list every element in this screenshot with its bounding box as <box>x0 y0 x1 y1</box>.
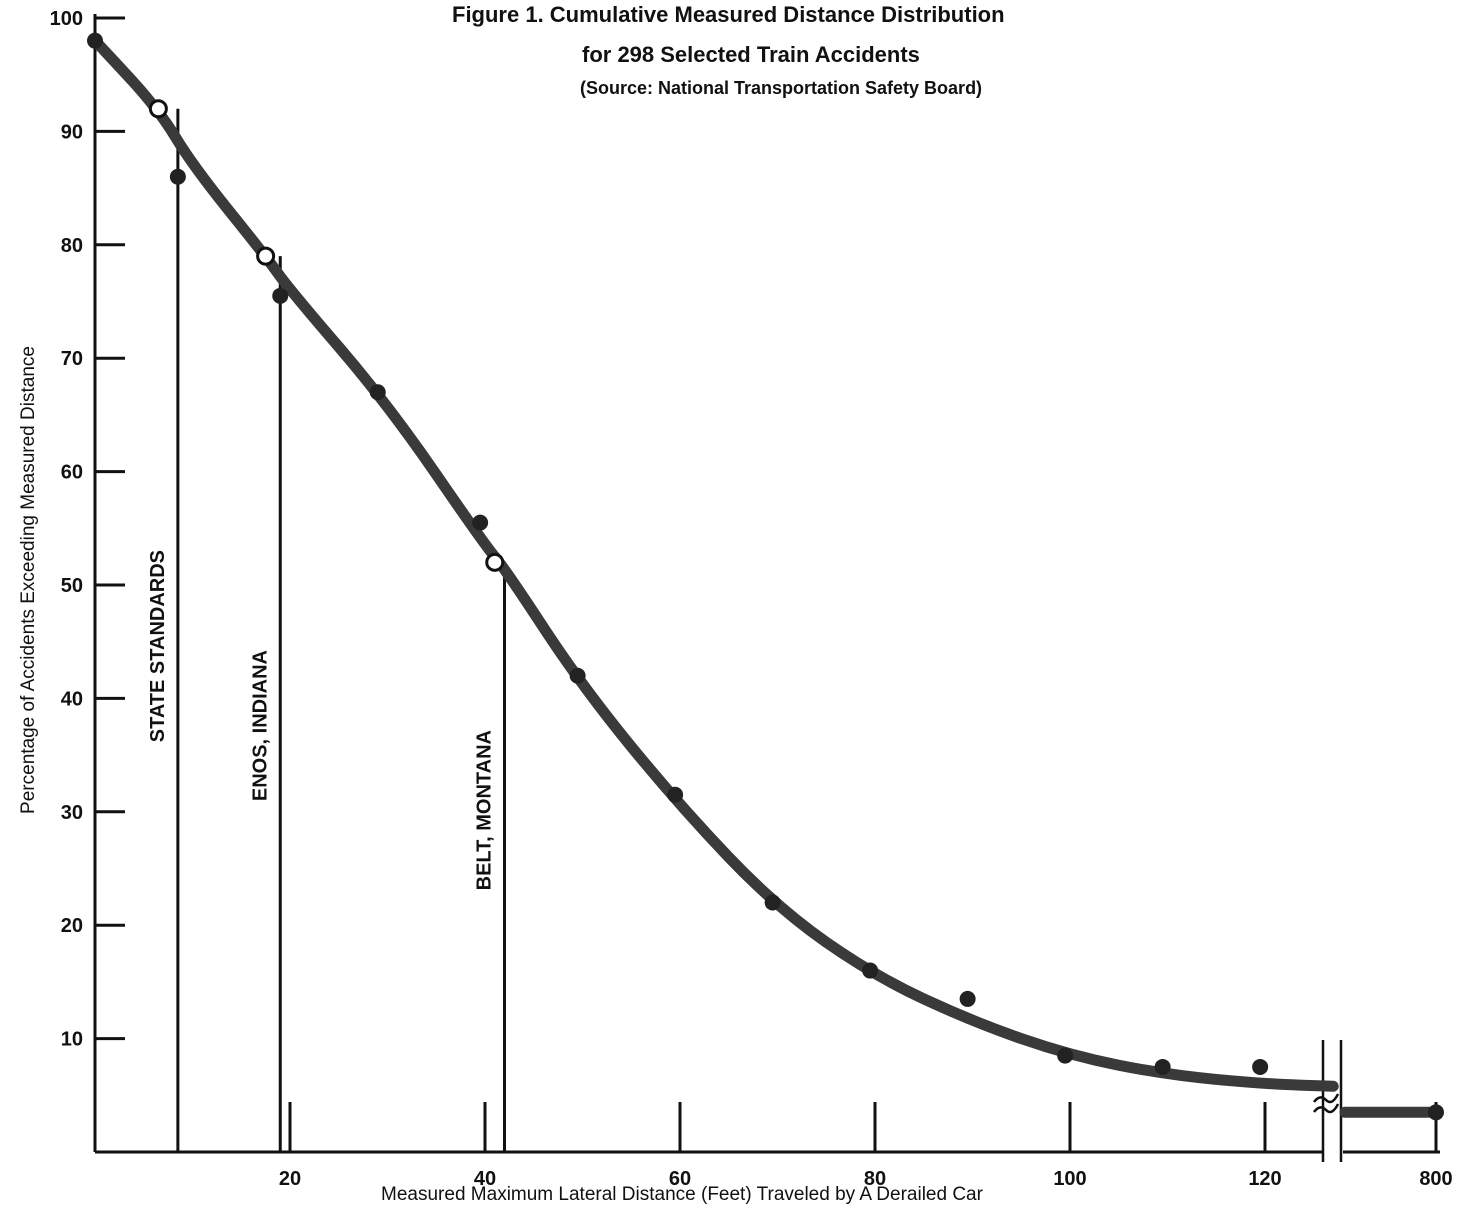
y-tick-label: 20 <box>61 915 83 937</box>
x-tick-label: 80 <box>864 1168 886 1190</box>
data-point <box>472 514 489 531</box>
chart-source-note: (Source: National Transportation Safety … <box>580 78 983 98</box>
x-axis-title: Measured Maximum Lateral Distance (Feet)… <box>381 1184 984 1205</box>
x-tick-label: 100 <box>1053 1168 1086 1190</box>
axis-break-symbol <box>1313 1093 1340 1114</box>
data-point <box>169 168 186 185</box>
reference-lines: STATE STANDARDS ENOS, INDIANA BELT, MONTAN… <box>147 108 506 1152</box>
data-point <box>1428 1104 1444 1121</box>
data-point <box>1252 1058 1269 1075</box>
y-tick-label: 100 <box>50 8 83 30</box>
data-point <box>369 384 386 401</box>
reference-line-label: STATE STANDARDS <box>147 550 169 742</box>
y-tick-label: 60 <box>61 462 83 484</box>
x-tick-label: 60 <box>669 1168 691 1190</box>
x-tick-label: 40 <box>474 1168 496 1190</box>
y-tick-label: 10 <box>61 1029 83 1051</box>
reference-line-label: BELT, MONTANA <box>474 730 496 890</box>
axes: 10 20 30 40 50 60 70 80 90 100 20 40 60 80 100 120 800 <box>50 8 1453 1190</box>
y-tick-label: 30 <box>61 802 83 824</box>
data-point <box>272 287 289 304</box>
data-point <box>862 962 879 979</box>
data-point <box>764 894 781 911</box>
y-tick-label: 90 <box>61 121 83 143</box>
highlighted-point <box>148 99 168 119</box>
x-tick-label: 20 <box>279 1168 301 1190</box>
highlighted-point <box>485 552 505 572</box>
x-tick-label: 120 <box>1248 1168 1281 1190</box>
data-point <box>569 667 586 684</box>
chart-title-line2: for 298 Selected Train Accidents <box>582 42 920 67</box>
data-point <box>1057 1047 1074 1064</box>
fitted-curve <box>89 35 1442 1118</box>
x-tick-label: 800 <box>1419 1168 1452 1190</box>
data-point <box>667 786 684 803</box>
highlighted-point <box>256 246 276 266</box>
y-tick-label: 70 <box>61 348 83 370</box>
y-tick-label: 80 <box>61 235 83 257</box>
chart-title: Figure 1. Cumulative Measured Distance D… <box>452 2 1005 27</box>
y-tick-label: 40 <box>61 688 83 710</box>
data-point <box>959 990 976 1007</box>
y-tick-label: 50 <box>61 575 83 597</box>
y-axis-title: Percentage of Accidents Exceeding Measur… <box>18 346 39 814</box>
data-point <box>87 32 103 49</box>
data-point <box>1154 1058 1171 1075</box>
data-points <box>87 32 1444 1121</box>
reference-line-label: ENOS, INDIANA <box>249 650 271 801</box>
